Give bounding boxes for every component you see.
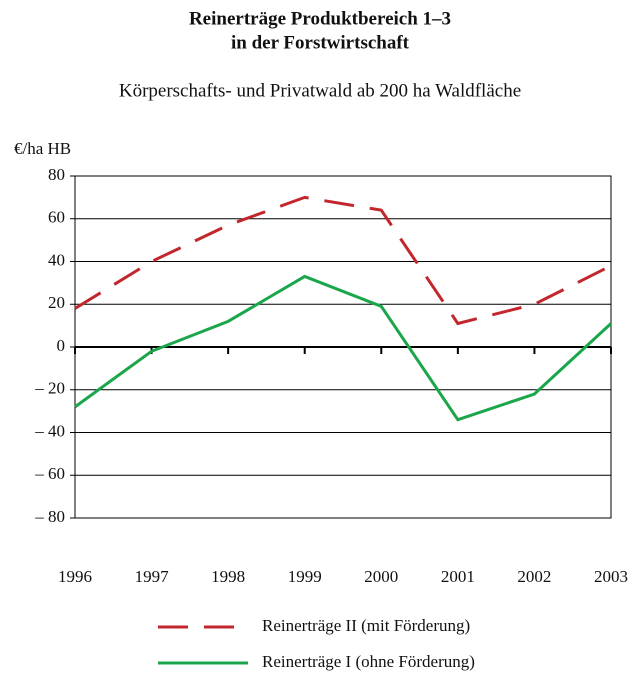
- y-tick-label: – 60: [34, 464, 65, 483]
- series-line: [74, 195, 612, 326]
- legend-label: Reinerträge II (mit Förderung): [262, 616, 470, 635]
- legend-label: Reinerträge I (ohne Förderung): [262, 652, 475, 671]
- y-tick-label: – 80: [34, 507, 65, 526]
- chart-subtitle: Körperschafts- und Privatwald ab 200 ha …: [119, 80, 521, 101]
- chart-title: Reinerträge Produktbereich 1–3: [189, 8, 451, 29]
- series-line: [74, 274, 613, 422]
- x-tick-label: 1998: [211, 567, 245, 586]
- y-tick-label: 0: [57, 336, 66, 355]
- x-tick-label: 2001: [441, 567, 475, 586]
- y-tick-label: 40: [48, 250, 65, 269]
- x-tick-label: 1996: [58, 567, 92, 586]
- y-tick-label: 20: [48, 293, 65, 312]
- y-axis-label: €/ha HB: [14, 139, 71, 158]
- x-tick-label: 2000: [364, 567, 398, 586]
- y-tick-label: 60: [48, 208, 65, 227]
- chart-title: in der Forstwirtschaft: [231, 32, 410, 53]
- x-tick-label: 1997: [135, 567, 170, 586]
- y-tick-label: 80: [48, 165, 65, 184]
- x-tick-label: 2002: [517, 567, 551, 586]
- x-tick-label: 1999: [288, 567, 322, 586]
- y-tick-label: – 20: [34, 379, 65, 398]
- y-tick-label: – 40: [34, 421, 65, 440]
- x-tick-label: 2003: [594, 567, 628, 586]
